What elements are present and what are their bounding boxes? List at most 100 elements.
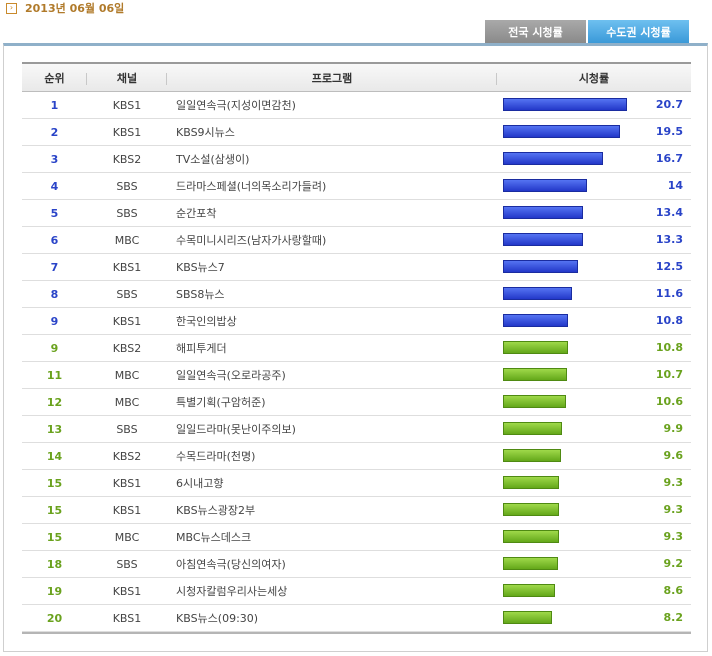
table-row: 19 KBS1 시청자칼럼우리사는세상 8.6 <box>22 578 691 605</box>
row-program: TV소설(삼생이) <box>176 153 250 166</box>
row-rating-cell: 9.6 <box>497 443 691 469</box>
row-rating-cell: 9.3 <box>497 470 691 496</box>
table-row: 2 KBS1 KBS9시뉴스 19.5 <box>22 119 691 146</box>
row-program: 특별기획(구암허준) <box>176 396 266 409</box>
row-rating-cell: 10.6 <box>497 389 691 415</box>
table-row: 18 SBS 아침연속극(당신의여자) 9.2 <box>22 551 691 578</box>
row-rating-cell: 11.6 <box>497 281 691 307</box>
rating-bar <box>503 368 567 381</box>
row-rank: 14 <box>46 449 63 463</box>
row-program: 아침연속극(당신의여자) <box>176 558 286 571</box>
row-rank: 20 <box>46 611 63 625</box>
rating-value: 16.7 <box>655 152 683 165</box>
table-row: 6 MBC 수목미니시리즈(남자가사랑할때) 13.3 <box>22 227 691 254</box>
row-program: 수목드라마(천명) <box>176 450 256 463</box>
row-rank: 15 <box>46 530 63 544</box>
rating-value: 9.6 <box>663 449 684 462</box>
rating-value: 10.6 <box>655 395 683 408</box>
rating-value: 9.3 <box>663 503 684 516</box>
rating-value: 9.2 <box>663 557 684 570</box>
row-program: 수목미니시리즈(남자가사랑할때) <box>176 234 327 247</box>
table-row: 8 SBS SBS8뉴스 11.6 <box>22 281 691 308</box>
table-bottom-rule <box>22 632 691 634</box>
row-rank: 1 <box>50 98 59 112</box>
row-channel: KBS1 <box>112 503 142 517</box>
rating-bar <box>503 611 552 624</box>
rating-value: 12.5 <box>655 260 683 273</box>
rating-value: 20.7 <box>655 98 683 111</box>
row-channel: KBS1 <box>112 98 142 112</box>
row-rank: 11 <box>46 368 63 382</box>
row-rank: 7 <box>50 260 59 274</box>
row-rating-cell: 13.4 <box>497 200 691 226</box>
rating-bar <box>503 260 578 273</box>
table-row: 14 KBS2 수목드라마(천명) 9.6 <box>22 443 691 470</box>
row-program: 시청자칼럼우리사는세상 <box>176 585 288 598</box>
row-program: 일일연속극(오로라공주) <box>176 369 286 382</box>
row-rating-cell: 13.3 <box>497 227 691 253</box>
table-row: 15 KBS1 KBS뉴스광장2부 9.3 <box>22 497 691 524</box>
rating-bar <box>503 206 583 219</box>
row-channel: MBC <box>114 395 140 409</box>
row-rank: 19 <box>46 584 63 598</box>
row-rating-cell: 10.8 <box>497 308 691 334</box>
rating-bar <box>503 476 559 489</box>
tab-national-rating[interactable]: 전국 시청률 <box>485 20 586 43</box>
row-rank: 2 <box>50 125 59 139</box>
row-program: 순간포착 <box>176 207 217 220</box>
row-channel: KBS1 <box>112 476 142 490</box>
row-channel: SBS <box>116 287 138 301</box>
row-program: KBS9시뉴스 <box>176 126 235 139</box>
date-label: 2013년 06월 06일 <box>25 2 125 15</box>
rating-value: 11.6 <box>655 287 683 300</box>
row-program: SBS8뉴스 <box>176 288 225 301</box>
rating-bar <box>503 395 566 408</box>
row-channel: KBS2 <box>112 449 142 463</box>
rating-tabs: 전국 시청률 수도권 시청률 <box>485 20 691 43</box>
rating-bar <box>503 233 583 246</box>
rating-value: 13.3 <box>655 233 683 246</box>
rating-bar <box>503 584 555 597</box>
row-channel: MBC <box>114 233 140 247</box>
row-channel: KBS1 <box>112 314 142 328</box>
rating-value: 10.8 <box>655 314 683 327</box>
row-channel: SBS <box>116 206 138 220</box>
rating-value: 9.3 <box>663 476 684 489</box>
row-rank: 9 <box>50 314 59 328</box>
table-row: 9 KBS1 한국인의밥상 10.8 <box>22 308 691 335</box>
header-rating: 시청률 <box>578 71 610 85</box>
row-rank: 8 <box>50 287 59 301</box>
row-rating-cell: 10.8 <box>497 335 691 361</box>
table-row: 5 SBS 순간포착 13.4 <box>22 200 691 227</box>
row-rating-cell: 9.3 <box>497 497 691 523</box>
row-channel: MBC <box>114 368 140 382</box>
row-rating-cell: 8.6 <box>497 578 691 604</box>
row-rating-cell: 9.2 <box>497 551 691 577</box>
row-rating-cell: 9.9 <box>497 416 691 442</box>
row-channel: SBS <box>116 557 138 571</box>
row-rating-cell: 9.3 <box>497 524 691 550</box>
table-row: 11 MBC 일일연속극(오로라공주) 10.7 <box>22 362 691 389</box>
tab-capital-rating[interactable]: 수도권 시청률 <box>588 20 689 43</box>
table-row: 20 KBS1 KBS뉴스(09:30) 8.2 <box>22 605 691 632</box>
row-rating-cell: 14 <box>497 173 691 199</box>
row-program: 일일드라마(못난이주의보) <box>176 423 296 436</box>
rating-bar <box>503 98 627 111</box>
rating-value: 13.4 <box>655 206 683 219</box>
row-rank: 18 <box>46 557 63 571</box>
header-channel: 채널 <box>87 70 167 86</box>
rating-bar <box>503 287 572 300</box>
rating-value: 8.6 <box>663 584 684 597</box>
table-row: 1 KBS1 일일연속극(지성이면감천) 20.7 <box>22 92 691 119</box>
rating-bar <box>503 449 561 462</box>
ratings-table: 순위 채널 프로그램 시청률 1 KBS1 일일연속극(지성이면감천) 20.7 2 KB… <box>22 62 691 634</box>
rating-value: 19.5 <box>655 125 683 138</box>
table-header: 순위 채널 프로그램 시청률 <box>22 62 691 92</box>
row-program: KBS뉴스(09:30) <box>176 612 259 625</box>
table-row: 13 SBS 일일드라마(못난이주의보) 9.9 <box>22 416 691 443</box>
table-row: 3 KBS2 TV소설(삼생이) 16.7 <box>22 146 691 173</box>
table-body: 1 KBS1 일일연속극(지성이면감천) 20.7 2 KBS1 KBS9시뉴스 19.5 3 K… <box>22 92 691 632</box>
row-channel: SBS <box>116 422 138 436</box>
table-row: 12 MBC 특별기획(구암허준) 10.6 <box>22 389 691 416</box>
table-row: 9 KBS2 해피투게더 10.8 <box>22 335 691 362</box>
